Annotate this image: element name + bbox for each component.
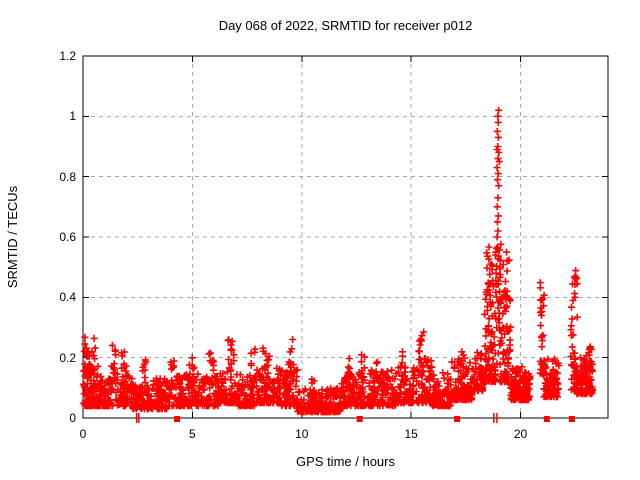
x-tick-label-0: 0 bbox=[79, 427, 87, 441]
plot-border bbox=[82, 55, 609, 419]
x-tick-label-15: 15 bbox=[404, 427, 418, 441]
chart-title: Day 068 of 2022, SRMTID for receiver p01… bbox=[218, 18, 473, 33]
scatter-points-srmtid bbox=[80, 106, 597, 416]
x-axis-label: GPS time / hours bbox=[296, 454, 395, 469]
axis-ticks bbox=[82, 55, 608, 419]
y-tick-label-1: 1 bbox=[69, 109, 76, 124]
y-tick-label-0.4: 0.4 bbox=[59, 290, 76, 305]
y-tick-label-0.6: 0.6 bbox=[59, 230, 76, 244]
grid-lines bbox=[83, 56, 608, 418]
y-tick-label-1.2: 1.2 bbox=[59, 49, 76, 63]
x-tick-label-5: 5 bbox=[189, 427, 196, 441]
x-tick-label-20: 20 bbox=[513, 427, 528, 441]
x-tick-label-10: 10 bbox=[295, 427, 309, 441]
zero-flag-bars bbox=[135, 413, 498, 423]
y-tick-label-0: 0 bbox=[69, 411, 76, 425]
zero-flag-squares bbox=[174, 416, 575, 422]
y-tick-label-0.8: 0.8 bbox=[59, 169, 76, 184]
y-tick-label-0.2: 0.2 bbox=[59, 350, 76, 365]
